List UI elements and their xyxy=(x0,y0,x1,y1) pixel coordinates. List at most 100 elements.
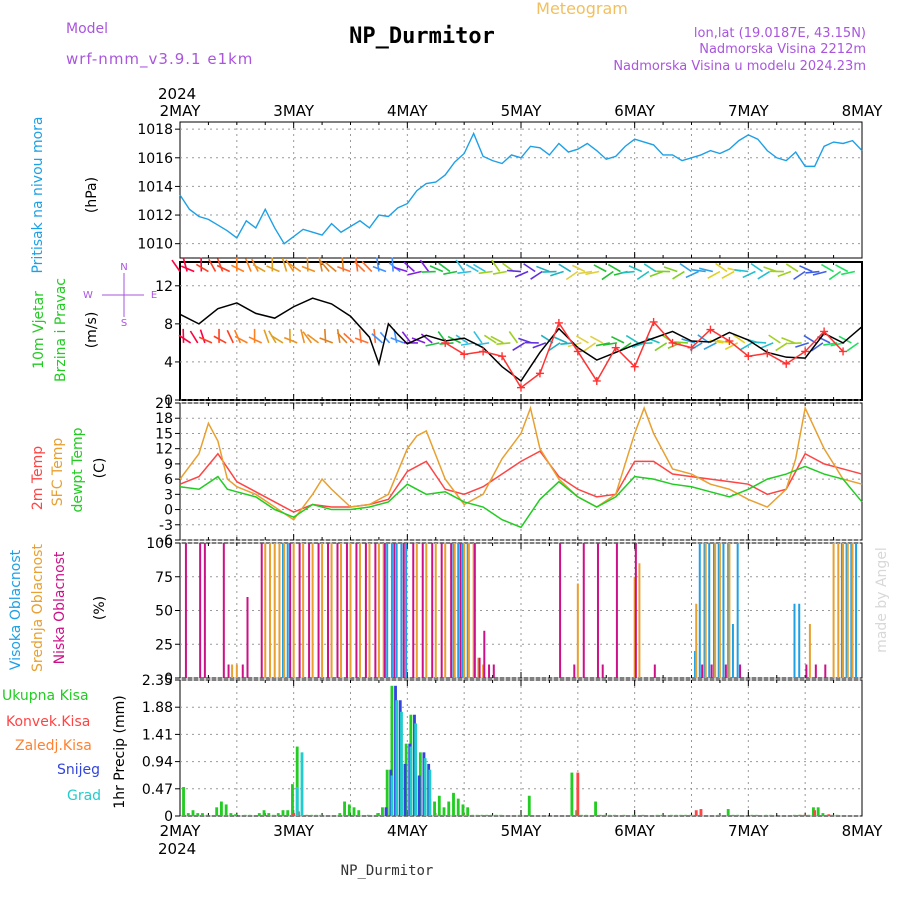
precip-bar xyxy=(452,793,455,816)
wind-arrow xyxy=(507,270,521,271)
precip-legend-item: Ukupna Kisa xyxy=(2,688,89,704)
bottom-day-label: 4MAY xyxy=(387,822,429,840)
precip-ytick-label: 1.88 xyxy=(142,700,173,716)
precip-bar xyxy=(376,813,379,816)
precip-bar xyxy=(464,815,467,816)
cloud-ytick-label: 100 xyxy=(146,536,173,552)
year-label-top: 2024 xyxy=(158,85,196,103)
precip-bar xyxy=(436,815,439,816)
precip-bar xyxy=(282,810,285,816)
precip-bar xyxy=(229,813,232,816)
precip-bar xyxy=(518,815,521,816)
precip-bar xyxy=(258,813,261,816)
footer-station: NP_Durmitor xyxy=(341,863,434,879)
precip-bar xyxy=(471,815,474,816)
compass-w: W xyxy=(83,290,93,301)
temp-ytick-label: 18 xyxy=(155,411,173,427)
watermark: made by Angel xyxy=(874,547,890,653)
precip-bar xyxy=(642,815,645,816)
temp-ytick-label: 15 xyxy=(155,426,173,442)
top-day-label: 4MAY xyxy=(387,102,429,120)
precip-ytick-label: 0.47 xyxy=(142,782,173,798)
precip-bar xyxy=(727,809,730,816)
precip-bar xyxy=(831,815,834,816)
precip-bar xyxy=(632,815,635,816)
wind-ytick-label: 4 xyxy=(164,355,173,371)
precip-bar xyxy=(457,799,460,816)
precip-bar xyxy=(695,810,698,816)
pressure-ytick-label: 1014 xyxy=(137,179,173,195)
precip-bar xyxy=(418,775,421,816)
precip-bar xyxy=(267,813,270,816)
pressure-unit: (hPa) xyxy=(84,177,100,213)
precip-ytick-label: 1.41 xyxy=(142,727,173,743)
precip-bar xyxy=(827,814,830,816)
precip-bar xyxy=(438,796,441,816)
temp-ytick-label: 0 xyxy=(164,503,173,519)
temp-ytick-label: 9 xyxy=(164,457,173,473)
pressure-ytick-label: 1016 xyxy=(137,151,173,167)
year-label-bottom: 2024 xyxy=(158,840,196,858)
wind-arrow xyxy=(422,272,436,273)
precip-bar xyxy=(310,815,313,816)
lonlat-text: lon,lat (19.0187E, 43.15N) xyxy=(694,26,866,41)
precip-bar xyxy=(315,815,318,816)
precip-legend-item: Zaledj.Kisa xyxy=(15,738,92,754)
temp-frame xyxy=(180,403,862,540)
pressure-ytick-label: 1012 xyxy=(137,208,173,224)
wind-ytick-label: 12 xyxy=(155,279,173,295)
precip-bar xyxy=(206,815,209,816)
precip-bar xyxy=(736,815,739,816)
wind-arrow xyxy=(788,343,802,344)
precip-bar xyxy=(414,723,417,816)
precip-bar xyxy=(679,815,682,816)
wind-arrow xyxy=(752,342,766,343)
precip-bar xyxy=(604,815,607,816)
precip-bar xyxy=(499,815,502,816)
temp-unit: (C) xyxy=(92,458,108,479)
precip-bar xyxy=(319,815,322,816)
temp-ylabel-sfc: SFC Temp xyxy=(50,438,66,507)
precip-bar xyxy=(821,813,824,816)
precip-bar xyxy=(528,796,531,816)
precip-bar xyxy=(700,809,703,816)
precip-panel: 00.470.941.411.882.35 xyxy=(142,673,862,825)
temp-ytick-label: -3 xyxy=(159,518,173,534)
station-title: NP_Durmitor xyxy=(349,24,495,49)
wind-ytick-label: 8 xyxy=(164,317,173,333)
precip-bar xyxy=(447,802,450,816)
precip-bar xyxy=(215,807,218,816)
wind-arrow xyxy=(543,272,557,273)
cloud-ytick-label: 75 xyxy=(155,570,173,586)
wind-ylabel-1: 10m Vjetar xyxy=(31,291,47,369)
panels: 1010101210141016101804812-6-303691215182… xyxy=(137,122,862,825)
precip-bar xyxy=(599,815,602,816)
cloud-ylabel-high: Visoka Oblacnost xyxy=(8,549,24,670)
precip-bar xyxy=(608,815,611,816)
bottom-day-label: 5MAY xyxy=(501,822,543,840)
bottom-day-label: 7MAY xyxy=(728,822,770,840)
bottom-day-label: 8MAY xyxy=(842,822,884,840)
top-day-label: 8MAY xyxy=(842,102,884,120)
precip-bar xyxy=(187,813,190,816)
precip-bar xyxy=(410,747,413,816)
precip-bar xyxy=(836,815,839,816)
precip-bar xyxy=(793,815,796,816)
pressure-ylabel: Pritisak na nivou mora xyxy=(30,116,46,273)
precip-bar xyxy=(799,815,802,816)
precip-bar xyxy=(750,815,753,816)
model-name: wrf-nmm_v3.9.1 e1km xyxy=(66,50,253,69)
bottom-day-label: 2MAY xyxy=(160,822,202,840)
precip-bar xyxy=(660,815,663,816)
precip-bar xyxy=(395,700,398,816)
pressure-ytick-label: 1018 xyxy=(137,122,173,138)
precip-bar xyxy=(732,815,735,816)
precip-bar xyxy=(225,804,228,816)
precip-bar xyxy=(182,787,185,816)
precip-bar xyxy=(691,815,694,816)
